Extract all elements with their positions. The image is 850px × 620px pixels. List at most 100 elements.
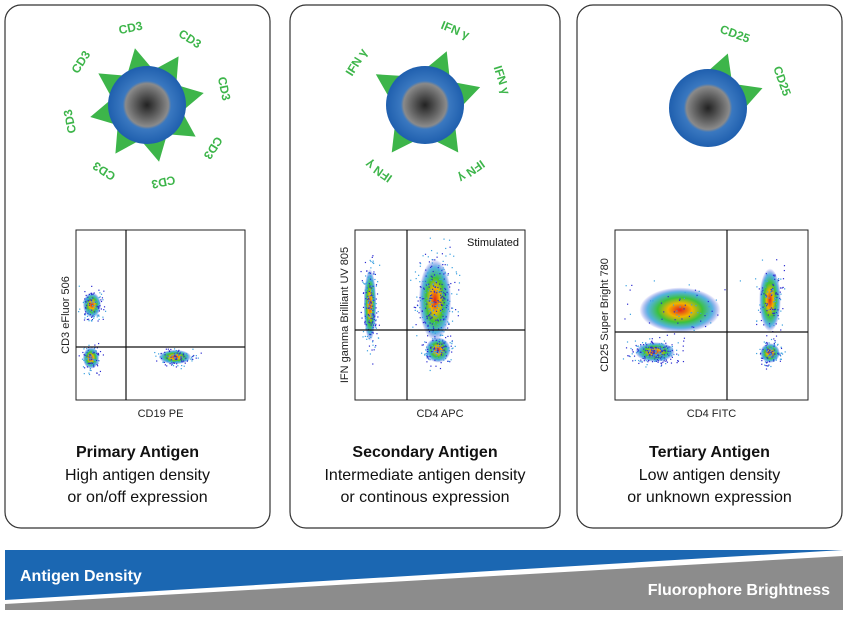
event-dot <box>629 313 632 315</box>
event-dot <box>651 347 653 349</box>
event-dot <box>184 359 186 361</box>
event-dot <box>428 286 430 288</box>
event-dot <box>640 350 642 352</box>
event-dot <box>441 346 443 349</box>
event-dot <box>95 350 98 352</box>
event-dot <box>436 358 438 360</box>
event-dot <box>652 300 654 302</box>
event-dot <box>440 288 442 290</box>
event-dot <box>648 349 650 351</box>
event-dot <box>430 295 432 297</box>
event-dot <box>91 362 93 364</box>
panel-title: Secondary Antigen <box>352 444 497 461</box>
event-dot <box>371 322 373 324</box>
event-dot <box>767 314 769 316</box>
event-dot <box>176 357 178 359</box>
event-dot <box>662 343 664 345</box>
event-dot <box>771 278 773 280</box>
event-dot <box>372 363 374 365</box>
event-dot <box>424 321 426 323</box>
event-dot <box>774 297 776 299</box>
event-dot <box>435 353 438 356</box>
event-dot <box>372 316 374 318</box>
event-dot <box>772 274 775 276</box>
event-dot <box>171 362 173 364</box>
event-dot <box>427 290 429 292</box>
event-dot <box>447 284 449 286</box>
event-dot <box>366 338 368 340</box>
event-dot <box>99 370 102 373</box>
event-dot <box>367 276 369 278</box>
event-dot <box>435 365 437 367</box>
event-dot <box>669 353 671 355</box>
event-dot <box>424 253 427 255</box>
event-dot <box>765 349 768 351</box>
event-dot <box>781 353 784 355</box>
event-dot <box>91 302 93 304</box>
event-dot <box>642 352 644 354</box>
event-dot <box>372 260 374 262</box>
x-axis-label: CD4 FITC <box>687 408 737 420</box>
event-dot <box>656 354 658 356</box>
event-dot <box>431 265 433 267</box>
event-dot <box>449 342 451 344</box>
event-dot <box>435 305 437 307</box>
event-dot <box>91 357 93 359</box>
event-dot <box>780 346 782 348</box>
event-dot <box>174 358 176 360</box>
event-dot <box>450 282 452 285</box>
event-dot <box>435 351 437 353</box>
event-dot <box>434 280 436 282</box>
event-dot <box>181 361 183 363</box>
event-dot <box>763 341 765 343</box>
event-dot <box>769 350 771 353</box>
event-dot <box>432 350 435 352</box>
event-dot <box>186 359 189 361</box>
event-dot <box>419 317 421 319</box>
event-dot <box>682 345 684 347</box>
event-dot <box>656 356 658 358</box>
event-dot <box>438 341 440 343</box>
event-dot <box>369 303 371 305</box>
event-dot <box>86 358 88 360</box>
event-dot <box>665 360 667 362</box>
event-dot <box>103 309 105 311</box>
event-dot <box>432 331 434 334</box>
event-dot <box>766 342 768 344</box>
event-dot <box>676 362 678 364</box>
event-dot <box>443 280 445 282</box>
event-dot <box>98 306 100 308</box>
event-dot <box>660 362 662 364</box>
event-dot <box>164 364 166 366</box>
event-dot <box>429 289 431 291</box>
event-dot <box>773 355 776 357</box>
event-dot <box>104 310 107 312</box>
event-dot <box>773 353 775 355</box>
event-dot <box>450 359 452 361</box>
event-dot <box>673 311 675 313</box>
event-dot <box>776 259 778 261</box>
event-dot <box>664 358 666 360</box>
event-dot <box>445 298 447 300</box>
event-dot <box>82 301 85 304</box>
event-dot <box>704 325 707 328</box>
event-dot <box>444 294 447 296</box>
event-dot <box>443 347 445 349</box>
event-dot <box>660 302 663 304</box>
event-dot <box>784 288 786 290</box>
event-dot <box>91 293 93 296</box>
event-dot <box>177 365 179 367</box>
event-dot <box>657 353 659 355</box>
event-dot <box>370 333 372 336</box>
event-dot <box>772 287 774 290</box>
event-dot <box>663 359 666 361</box>
event-dot <box>366 270 368 272</box>
event-dot <box>89 359 91 361</box>
event-dot <box>440 310 442 313</box>
event-dot <box>422 280 424 283</box>
event-dot <box>374 278 376 281</box>
event-dot <box>419 262 421 264</box>
event-dot <box>162 361 165 363</box>
event-dot <box>93 314 95 316</box>
event-dot <box>434 351 436 353</box>
